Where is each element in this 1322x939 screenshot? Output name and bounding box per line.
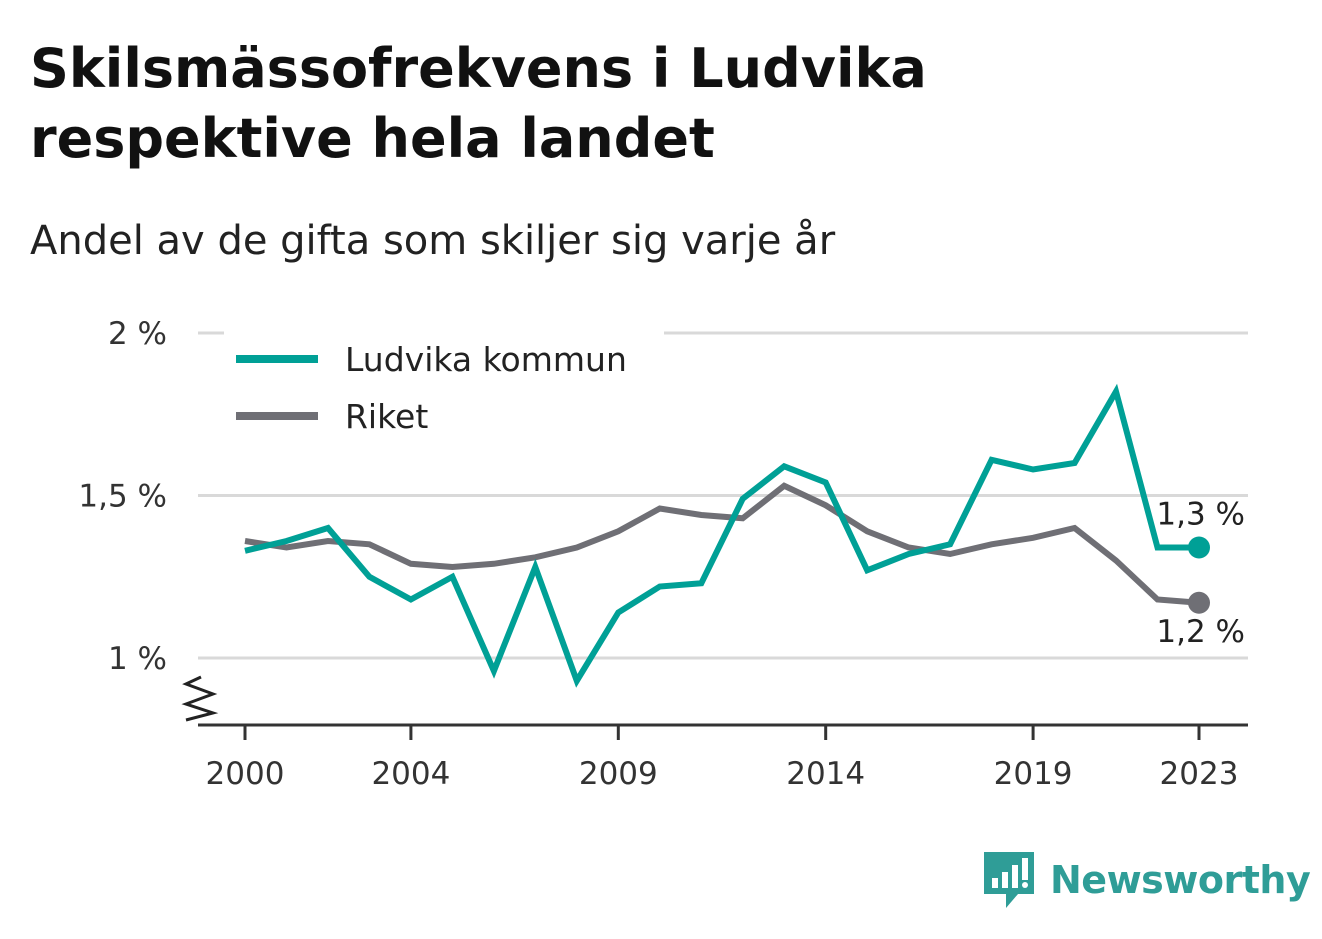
end-labels: 1,3 % 1,2 % <box>1156 497 1245 650</box>
series-line <box>244 482 1200 606</box>
x-axis: 2000 2004 2009 2014 2019 2023 <box>198 723 1248 792</box>
x-tick-label: 2019 <box>994 756 1073 792</box>
end-point-marker <box>1188 591 1210 614</box>
y-tick-label: 2 % <box>108 316 167 352</box>
legend-label: Riket <box>345 397 428 436</box>
x-tick-label: 2000 <box>206 756 285 792</box>
series-lines <box>244 383 1210 688</box>
x-tick-label: 2009 <box>579 756 658 792</box>
x-tick-label: 2023 <box>1160 756 1239 792</box>
chart-subtitle: Andel av de gifta som skiljer sig varje … <box>30 218 836 264</box>
series-line <box>244 383 1199 688</box>
x-tick-label: 2014 <box>786 756 865 792</box>
end-value-label: 1,2 % <box>1156 614 1245 650</box>
legend-background <box>224 331 664 443</box>
y-axis-labels: 1 % 1,5 % 2 % <box>78 316 167 677</box>
legend: Ludvika kommun Riket <box>224 331 664 443</box>
end-point-marker <box>1188 536 1210 559</box>
x-tick-label: 2004 <box>371 756 450 792</box>
axis-break-zigzag <box>181 675 219 722</box>
brand-name: Newsworthy <box>1050 858 1311 902</box>
chart-title: Skilsmässofrekvens i Ludvika respektive … <box>30 37 927 170</box>
y-tick-label: 1,5 % <box>78 479 167 515</box>
axis-break-icon <box>181 675 219 722</box>
legend-label: Ludvika kommun <box>345 340 627 379</box>
y-tick-label: 1 % <box>108 641 167 677</box>
newsworthy-logo-icon <box>984 852 1034 908</box>
end-value-label: 1,3 % <box>1156 497 1245 533</box>
brand-logo: Newsworthy <box>982 850 1311 910</box>
